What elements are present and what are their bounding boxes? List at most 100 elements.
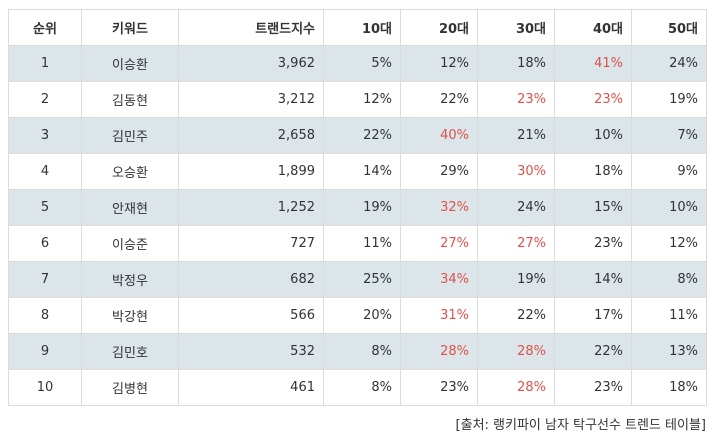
age-10s-cell: 8% bbox=[323, 333, 401, 370]
table-row: 2 김동현 3,212 12% 22% 23% 23% 19% bbox=[8, 81, 707, 118]
table-row: 8 박강현 566 20% 31% 22% 17% 11% bbox=[8, 297, 707, 334]
age-10s-cell: 25% bbox=[323, 261, 401, 298]
age-50s-cell: 8% bbox=[631, 261, 707, 298]
age-20s-cell: 22% bbox=[400, 81, 478, 118]
age-10s-cell: 14% bbox=[323, 153, 401, 190]
trend-table: 순위 키워드 트랜드지수 10대 20대 30대 40대 50대 1 이승환 3,9… bbox=[8, 9, 707, 406]
table-row: 10 김병현 461 8% 23% 28% 23% 18% bbox=[8, 369, 707, 406]
age-30s-cell: 27% bbox=[477, 225, 555, 262]
age-50s-cell: 13% bbox=[631, 333, 707, 370]
header-10s: 10대 bbox=[323, 9, 401, 46]
trend-index-cell: 1,899 bbox=[178, 153, 324, 190]
age-40s-cell: 23% bbox=[554, 369, 632, 406]
source-caption: [출처: 랭키파이 남자 탁구선수 트렌드 테이블] bbox=[455, 418, 706, 433]
age-30s-cell: 18% bbox=[477, 45, 555, 82]
rank-cell: 5 bbox=[8, 189, 82, 226]
age-40s-cell: 23% bbox=[554, 81, 632, 118]
trend-index-cell: 566 bbox=[178, 297, 324, 334]
trend-index-cell: 727 bbox=[178, 225, 324, 262]
trend-index-cell: 461 bbox=[178, 369, 324, 406]
age-50s-cell: 18% bbox=[631, 369, 707, 406]
header-row: 순위 키워드 트랜드지수 10대 20대 30대 40대 50대 bbox=[8, 9, 707, 46]
age-30s-cell: 19% bbox=[477, 261, 555, 298]
age-30s-cell: 28% bbox=[477, 369, 555, 406]
trend-index-cell: 532 bbox=[178, 333, 324, 370]
age-20s-cell: 40% bbox=[400, 117, 478, 154]
keyword-cell: 김민호 bbox=[81, 333, 179, 370]
trend-index-cell: 3,962 bbox=[178, 45, 324, 82]
rank-cell: 2 bbox=[8, 81, 82, 118]
rank-cell: 8 bbox=[8, 297, 82, 334]
keyword-cell: 김병현 bbox=[81, 369, 179, 406]
rank-cell: 10 bbox=[8, 369, 82, 406]
rank-cell: 3 bbox=[8, 117, 82, 154]
rank-cell: 9 bbox=[8, 333, 82, 370]
trend-index-cell: 2,658 bbox=[178, 117, 324, 154]
age-50s-cell: 9% bbox=[631, 153, 707, 190]
header-20s: 20대 bbox=[400, 9, 478, 46]
age-50s-cell: 10% bbox=[631, 189, 707, 226]
age-50s-cell: 19% bbox=[631, 81, 707, 118]
keyword-cell: 김동현 bbox=[81, 81, 179, 118]
keyword-cell: 안재현 bbox=[81, 189, 179, 226]
header-keyword: 키워드 bbox=[81, 9, 179, 46]
header-30s: 30대 bbox=[477, 9, 555, 46]
keyword-cell: 이승준 bbox=[81, 225, 179, 262]
header-trend-index: 트랜드지수 bbox=[178, 9, 324, 46]
age-10s-cell: 20% bbox=[323, 297, 401, 334]
header-40s: 40대 bbox=[554, 9, 632, 46]
age-20s-cell: 29% bbox=[400, 153, 478, 190]
age-20s-cell: 23% bbox=[400, 369, 478, 406]
table-row: 7 박정우 682 25% 34% 19% 14% 8% bbox=[8, 261, 707, 298]
table-row: 3 김민주 2,658 22% 40% 21% 10% 7% bbox=[8, 117, 707, 154]
keyword-cell: 오승환 bbox=[81, 153, 179, 190]
age-30s-cell: 21% bbox=[477, 117, 555, 154]
age-50s-cell: 7% bbox=[631, 117, 707, 154]
age-40s-cell: 22% bbox=[554, 333, 632, 370]
trend-index-cell: 3,212 bbox=[178, 81, 324, 118]
keyword-cell: 박강현 bbox=[81, 297, 179, 334]
age-30s-cell: 30% bbox=[477, 153, 555, 190]
age-20s-cell: 34% bbox=[400, 261, 478, 298]
table-row: 1 이승환 3,962 5% 12% 18% 41% 24% bbox=[8, 45, 707, 82]
trend-table-container: 순위 키워드 트랜드지수 10대 20대 30대 40대 50대 1 이승환 3,9… bbox=[8, 9, 707, 406]
age-10s-cell: 19% bbox=[323, 189, 401, 226]
age-20s-cell: 27% bbox=[400, 225, 478, 262]
table-row: 5 안재현 1,252 19% 32% 24% 15% 10% bbox=[8, 189, 707, 226]
trend-index-cell: 682 bbox=[178, 261, 324, 298]
age-20s-cell: 32% bbox=[400, 189, 478, 226]
table-body: 1 이승환 3,962 5% 12% 18% 41% 24% 2 김동현 3,212 12% 22% 23… bbox=[8, 45, 707, 406]
age-30s-cell: 28% bbox=[477, 333, 555, 370]
rank-cell: 4 bbox=[8, 153, 82, 190]
age-40s-cell: 15% bbox=[554, 189, 632, 226]
age-20s-cell: 31% bbox=[400, 297, 478, 334]
age-10s-cell: 12% bbox=[323, 81, 401, 118]
keyword-cell: 김민주 bbox=[81, 117, 179, 154]
age-50s-cell: 11% bbox=[631, 297, 707, 334]
table-row: 4 오승환 1,899 14% 29% 30% 18% 9% bbox=[8, 153, 707, 190]
rank-cell: 6 bbox=[8, 225, 82, 262]
header-50s: 50대 bbox=[631, 9, 707, 46]
keyword-cell: 이승환 bbox=[81, 45, 179, 82]
age-40s-cell: 18% bbox=[554, 153, 632, 190]
age-10s-cell: 5% bbox=[323, 45, 401, 82]
age-40s-cell: 10% bbox=[554, 117, 632, 154]
age-40s-cell: 41% bbox=[554, 45, 632, 82]
rank-cell: 7 bbox=[8, 261, 82, 298]
age-20s-cell: 28% bbox=[400, 333, 478, 370]
age-40s-cell: 17% bbox=[554, 297, 632, 334]
table-row: 6 이승준 727 11% 27% 27% 23% 12% bbox=[8, 225, 707, 262]
header-rank: 순위 bbox=[8, 9, 82, 46]
age-40s-cell: 23% bbox=[554, 225, 632, 262]
rank-cell: 1 bbox=[8, 45, 82, 82]
age-10s-cell: 22% bbox=[323, 117, 401, 154]
age-10s-cell: 11% bbox=[323, 225, 401, 262]
age-50s-cell: 24% bbox=[631, 45, 707, 82]
trend-index-cell: 1,252 bbox=[178, 189, 324, 226]
keyword-cell: 박정우 bbox=[81, 261, 179, 298]
table-row: 9 김민호 532 8% 28% 28% 22% 13% bbox=[8, 333, 707, 370]
age-30s-cell: 23% bbox=[477, 81, 555, 118]
age-30s-cell: 24% bbox=[477, 189, 555, 226]
age-20s-cell: 12% bbox=[400, 45, 478, 82]
age-10s-cell: 8% bbox=[323, 369, 401, 406]
